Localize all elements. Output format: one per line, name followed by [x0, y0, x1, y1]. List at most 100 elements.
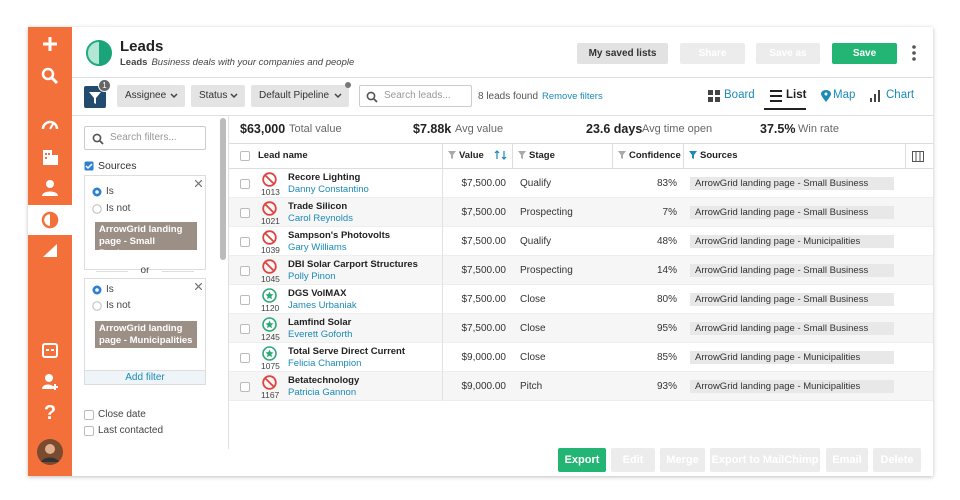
people-nav[interactable] — [40, 178, 60, 198]
lead-name[interactable]: Lamfind Solar — [288, 317, 352, 328]
header-button[interactable]: Share — [680, 43, 745, 64]
row-checkbox[interactable] — [240, 237, 250, 247]
radio[interactable] — [92, 301, 102, 311]
lead-name[interactable]: Trade Silicon — [288, 201, 348, 212]
more-menu[interactable] — [911, 44, 917, 62]
view-icon[interactable] — [870, 90, 882, 102]
add-button[interactable] — [40, 34, 60, 54]
lead-contact[interactable]: Gary Williams — [288, 242, 347, 253]
view-tab[interactable]: List — [786, 89, 807, 101]
row-checkbox[interactable] — [240, 208, 250, 218]
radio[interactable] — [92, 204, 102, 214]
view-icon[interactable] — [770, 90, 782, 102]
lead-name[interactable]: Sampson's Photovolts — [288, 230, 391, 241]
filter-option[interactable]: Close date — [98, 409, 146, 420]
row-checkbox[interactable] — [240, 324, 250, 334]
lead-contact[interactable]: Polly Pinon — [288, 271, 336, 282]
stat-label: Win rate — [798, 123, 839, 135]
select-all[interactable] — [240, 151, 250, 161]
filter-dropdown[interactable]: Assignee — [117, 85, 185, 107]
filter-option[interactable]: Last contacted — [98, 425, 164, 436]
checkbox[interactable] — [84, 410, 94, 420]
stat-value: $63,000 — [240, 122, 286, 136]
stat-label: Total value — [289, 123, 342, 135]
add-filter[interactable]: Add filter — [84, 370, 206, 385]
filter-toggle[interactable] — [84, 84, 108, 108]
lead-source: ArrowGrid landing page - Municipalities — [690, 235, 894, 248]
lead-contact[interactable]: James Urbaniak — [288, 300, 357, 311]
radio[interactable] — [92, 187, 102, 197]
calendar-nav[interactable] — [40, 340, 60, 360]
row-checkbox[interactable] — [240, 353, 250, 363]
footer-button[interactable]: Email — [826, 448, 868, 472]
header-button[interactable]: My saved lists — [577, 43, 668, 64]
dropdown-caret — [170, 93, 178, 99]
lead-source: ArrowGrid landing page - Small Business — [690, 206, 894, 219]
column-header[interactable]: Lead name — [258, 150, 308, 161]
lead-id: 1039 — [261, 245, 280, 255]
lead-contact[interactable]: Carol Reynolds — [288, 213, 353, 224]
lead-name[interactable]: DGS VolMAX — [288, 288, 347, 299]
sort-indicator[interactable] — [494, 150, 508, 160]
search-button[interactable] — [40, 66, 60, 86]
header-divider — [72, 77, 933, 78]
remove-filters[interactable]: Remove filters — [542, 91, 603, 102]
dashboard-nav[interactable] — [40, 115, 60, 135]
lead-value: $7,500.00 — [461, 207, 507, 218]
row-checkbox[interactable] — [240, 179, 250, 189]
add-contact-nav[interactable] — [40, 372, 60, 392]
lead-id: 1013 — [261, 187, 280, 197]
lead-name[interactable]: Total Serve Direct Current — [288, 346, 406, 357]
view-tab[interactable]: Chart — [886, 89, 915, 101]
companies-nav[interactable] — [40, 147, 60, 167]
lead-name[interactable]: Recore Lighting — [288, 172, 361, 183]
column-header[interactable]: Confidence — [629, 150, 681, 161]
radio[interactable] — [92, 285, 102, 295]
lead-contact[interactable]: Danny Constantino — [288, 184, 369, 195]
view-icon[interactable] — [708, 90, 720, 102]
view-tab[interactable]: Board — [724, 89, 755, 101]
leads-nav-icon[interactable] — [40, 210, 60, 230]
row-checkbox[interactable] — [240, 266, 250, 276]
lead-contact[interactable]: Felicia Champion — [288, 358, 362, 369]
header-button[interactable]: Save — [832, 43, 897, 64]
column-filter[interactable] — [448, 151, 456, 159]
column-header[interactable]: Stage — [529, 150, 555, 161]
row-checkbox[interactable] — [240, 295, 250, 305]
footer-button[interactable]: Edit — [611, 448, 655, 472]
remove-filter-icon[interactable] — [195, 283, 202, 290]
column-header[interactable]: Sources — [700, 150, 738, 161]
table-row[interactable] — [229, 285, 933, 314]
stat-label: Avg value — [455, 123, 504, 135]
user-avatar[interactable] — [36, 438, 64, 466]
lead-name[interactable]: Betatechnology — [288, 375, 360, 386]
column-filter[interactable] — [689, 151, 697, 159]
column-filter[interactable] — [618, 151, 626, 159]
footer-button[interactable]: Merge — [660, 448, 705, 472]
filter-dropdown[interactable]: Default Pipeline — [251, 85, 349, 107]
column-filter[interactable] — [518, 151, 526, 159]
remove-filter-icon[interactable] — [195, 180, 202, 187]
sources-checkbox[interactable] — [84, 161, 94, 171]
lead-contact[interactable]: Patricia Gannon — [288, 387, 357, 398]
search-placeholder: Search leads... — [384, 90, 451, 101]
lost-icon — [262, 172, 277, 187]
footer-button[interactable]: Export to MailChimp — [710, 448, 820, 472]
row-checkbox[interactable] — [240, 382, 250, 392]
reports-nav[interactable] — [40, 240, 60, 260]
column-header[interactable]: Value — [459, 150, 484, 161]
help-nav[interactable]: ? — [43, 402, 57, 424]
column-settings[interactable] — [912, 151, 924, 162]
table-header — [229, 144, 933, 169]
view-tab[interactable]: Map — [833, 89, 856, 101]
footer-button[interactable]: Export — [558, 448, 606, 472]
view-icon[interactable] — [820, 90, 832, 102]
header-button[interactable]: Save as — [756, 43, 820, 64]
leads-search[interactable]: Search leads... — [359, 85, 472, 107]
filter-dropdown[interactable]: Status — [191, 85, 245, 107]
lead-name[interactable]: DBI Solar Carport Structures — [288, 259, 418, 270]
footer-button[interactable]: Delete — [873, 448, 921, 472]
lead-contact[interactable]: Everett Goforth — [288, 329, 353, 340]
filter-search[interactable]: Search filters... — [84, 126, 206, 150]
checkbox[interactable] — [84, 426, 94, 436]
